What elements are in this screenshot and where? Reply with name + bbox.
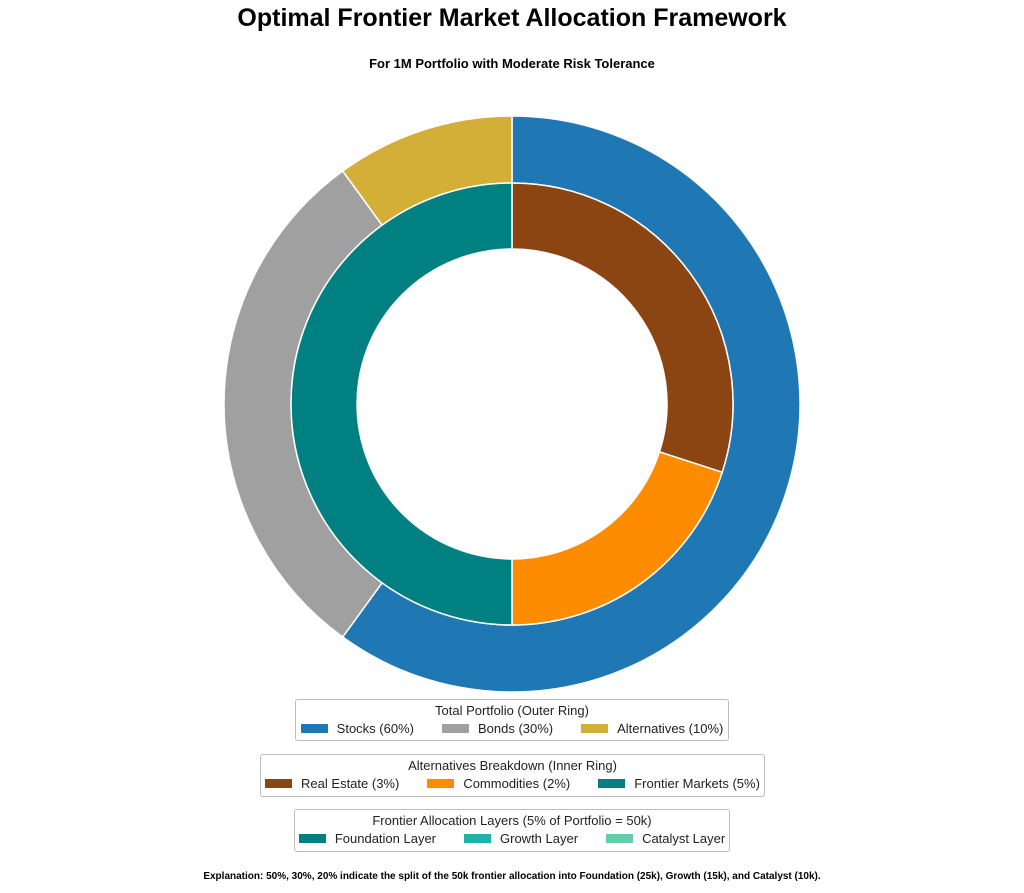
legend-label: Stocks (60%) — [336, 721, 414, 736]
inner-ring-slice-real-estate — [511, 182, 734, 474]
legend-item-commodities: Commodities (2%) — [427, 775, 570, 792]
chart-title: Optimal Frontier Market Allocation Frame… — [237, 4, 787, 32]
legend-title: Alternatives Breakdown (Inner Ring) — [408, 758, 617, 773]
legend-alternatives-breakdown: Alternatives Breakdown (Inner Ring) Real… — [260, 754, 765, 797]
legend-total-portfolio: Total Portfolio (Outer Ring) Stocks (60%… — [295, 699, 729, 741]
legend-swatch — [298, 834, 326, 843]
legend-label: Alternatives (10%) — [617, 721, 724, 736]
legend-swatch — [441, 724, 469, 733]
legend-swatch — [265, 779, 293, 788]
legend-title: Frontier Allocation Layers (5% of Portfo… — [372, 813, 652, 828]
legend-swatch — [464, 834, 492, 843]
legend-item-alternatives: Alternatives (10%) — [581, 720, 723, 737]
legend-item-frontier-markets: Frontier Markets (5%) — [598, 775, 760, 792]
legend-swatch — [300, 724, 328, 733]
legend-label: Bonds (30%) — [477, 721, 554, 736]
donut-chart — [223, 115, 801, 693]
legend-item-bonds: Bonds (30%) — [441, 720, 554, 737]
legend-title: Total Portfolio (Outer Ring) — [435, 703, 589, 718]
legend-swatch — [427, 779, 455, 788]
legend-label: Foundation Layer — [334, 831, 437, 846]
legend-swatch — [598, 779, 626, 788]
legend-item-growth-layer: Growth Layer — [464, 830, 578, 847]
legend-item-foundation-layer: Foundation Layer — [298, 830, 437, 847]
legend-label: Catalyst Layer — [642, 831, 726, 846]
legend-item-real-estate: Real Estate (3%) — [265, 775, 399, 792]
legend-label: Real Estate (3%) — [301, 776, 400, 791]
chart-subtitle: For 1M Portfolio with Moderate Risk Tole… — [369, 56, 655, 71]
legend-label: Frontier Markets (5%) — [634, 776, 760, 791]
legend-label: Commodities (2%) — [463, 776, 571, 791]
legend-item-stocks: Stocks (60%) — [300, 720, 414, 737]
inner-ring-slice-frontier-markets — [290, 182, 513, 626]
legend-swatch — [581, 724, 609, 733]
legend-label: Growth Layer — [500, 831, 579, 846]
legend-frontier-layers: Frontier Allocation Layers (5% of Portfo… — [294, 809, 730, 852]
legend-swatch — [606, 834, 634, 843]
legend-item-catalyst-layer: Catalyst Layer — [606, 830, 725, 847]
explanation-note: Explanation: 50%, 30%, 20% indicate the … — [203, 871, 821, 882]
